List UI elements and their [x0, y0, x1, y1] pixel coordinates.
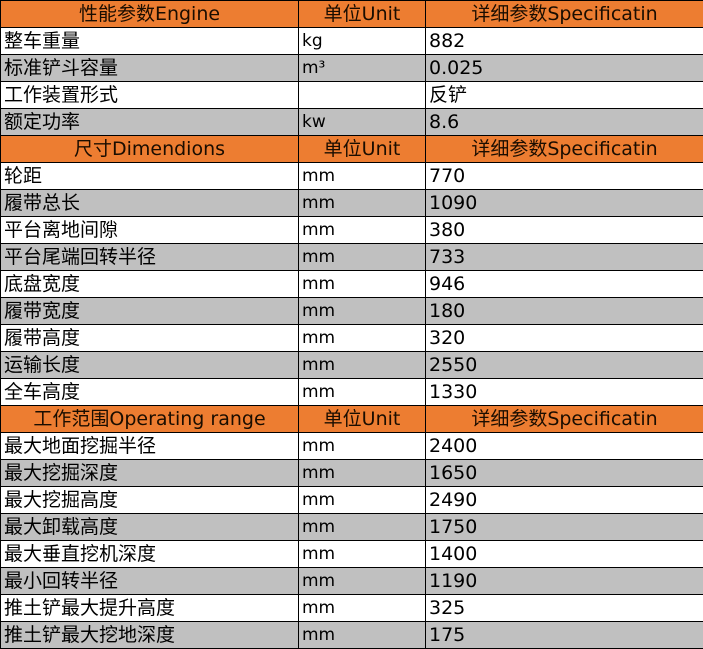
param-unit — [299, 82, 426, 109]
param-name: 履带宽度 — [1, 298, 299, 325]
param-unit: mm — [299, 217, 426, 244]
spec-header: 详细参数Specificatin — [426, 136, 703, 163]
param-unit: m³ — [299, 55, 426, 82]
param-name: 履带总长 — [1, 190, 299, 217]
section-title: 工作范围Operating range — [1, 406, 299, 433]
param-unit: mm — [299, 541, 426, 568]
param-value: 2400 — [426, 433, 703, 460]
param-value: 反铲 — [426, 82, 703, 109]
param-unit: mm — [299, 433, 426, 460]
param-name: 工作装置形式 — [1, 82, 299, 109]
param-unit: mm — [299, 487, 426, 514]
param-unit: mm — [299, 352, 426, 379]
unit-header: 单位Unit — [299, 136, 426, 163]
param-name: 最大挖掘高度 — [1, 487, 299, 514]
param-name: 标准铲斗容量 — [1, 55, 299, 82]
param-unit: mm — [299, 622, 426, 649]
param-value: 380 — [426, 217, 703, 244]
param-value: 320 — [426, 325, 703, 352]
param-name: 底盘宽度 — [1, 271, 299, 298]
param-unit: mm — [299, 595, 426, 622]
param-unit: mm — [299, 568, 426, 595]
param-value: 770 — [426, 163, 703, 190]
param-value: 1090 — [426, 190, 703, 217]
spec-header: 详细参数Specificatin — [426, 1, 703, 28]
param-name: 最大垂直挖机深度 — [1, 541, 299, 568]
param-value: 733 — [426, 244, 703, 271]
param-name: 推土铲最大提升高度 — [1, 595, 299, 622]
param-unit: mm — [299, 298, 426, 325]
param-name: 最大挖掘深度 — [1, 460, 299, 487]
param-value: 0.025 — [426, 55, 703, 82]
param-unit: mm — [299, 190, 426, 217]
param-name: 最大卸载高度 — [1, 514, 299, 541]
param-value: 180 — [426, 298, 703, 325]
param-name: 轮距 — [1, 163, 299, 190]
param-value: 175 — [426, 622, 703, 649]
table-row: 工作装置形式 反铲 — [1, 82, 703, 109]
param-unit: kg — [299, 28, 426, 55]
param-unit: mm — [299, 244, 426, 271]
param-name: 平台尾端回转半径 — [1, 244, 299, 271]
unit-header: 单位Unit — [299, 1, 426, 28]
section-title: 性能参数Engine — [1, 1, 299, 28]
param-name: 最小回转半径 — [1, 568, 299, 595]
unit-header: 单位Unit — [299, 406, 426, 433]
param-value: 1330 — [426, 379, 703, 406]
param-name: 推土铲最大挖地深度 — [1, 622, 299, 649]
param-value: 1650 — [426, 460, 703, 487]
param-unit: mm — [299, 460, 426, 487]
param-name: 平台离地间隙 — [1, 217, 299, 244]
param-value: 1400 — [426, 541, 703, 568]
param-value: 1750 — [426, 514, 703, 541]
param-value: 325 — [426, 595, 703, 622]
param-value: 946 — [426, 271, 703, 298]
param-unit: mm — [299, 163, 426, 190]
param-name: 履带高度 — [1, 325, 299, 352]
param-unit: mm — [299, 271, 426, 298]
param-unit: mm — [299, 325, 426, 352]
section-title: 尺寸Dimendions — [1, 136, 299, 163]
param-value: 882 — [426, 28, 703, 55]
param-value: 8.6 — [426, 109, 703, 136]
param-name: 最大地面挖掘半径 — [1, 433, 299, 460]
param-name: 额定功率 — [1, 109, 299, 136]
spec-header: 详细参数Specificatin — [426, 406, 703, 433]
param-unit: mm — [299, 379, 426, 406]
param-unit: kw — [299, 109, 426, 136]
param-value: 1190 — [426, 568, 703, 595]
param-value: 2550 — [426, 352, 703, 379]
param-value: 2490 — [426, 487, 703, 514]
param-name: 全车高度 — [1, 379, 299, 406]
param-name: 运输长度 — [1, 352, 299, 379]
param-name: 整车重量 — [1, 28, 299, 55]
param-unit: mm — [299, 514, 426, 541]
